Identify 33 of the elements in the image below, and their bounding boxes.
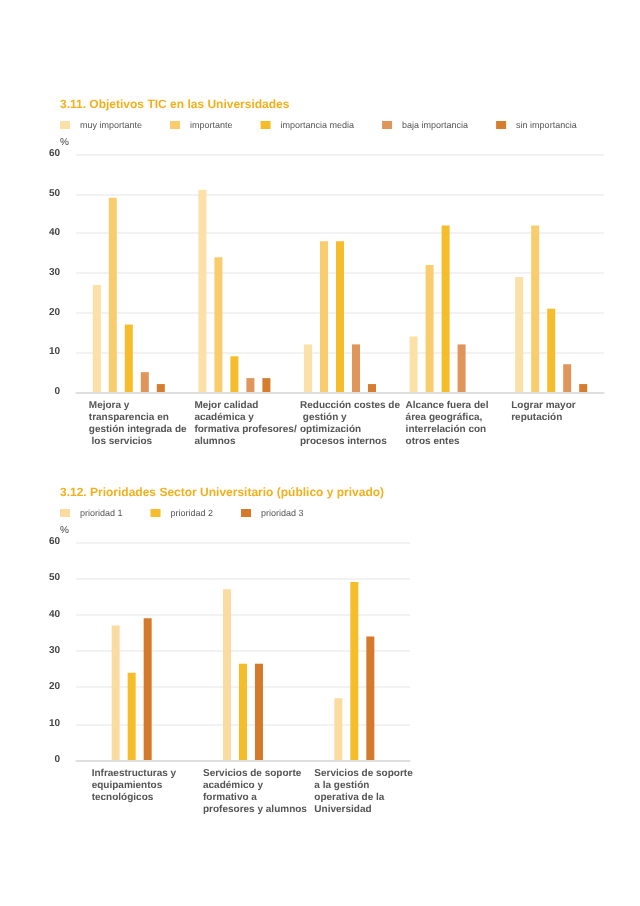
bar xyxy=(255,663,263,760)
bar xyxy=(366,636,375,760)
bar xyxy=(108,197,117,392)
bar xyxy=(143,618,152,760)
bar xyxy=(230,356,239,392)
bar xyxy=(214,257,223,392)
bar xyxy=(223,589,231,760)
bar xyxy=(579,384,588,392)
bar xyxy=(198,189,207,392)
bar xyxy=(92,284,101,392)
bar xyxy=(156,384,165,392)
bar xyxy=(425,265,434,392)
bar xyxy=(336,241,344,392)
bar xyxy=(127,672,136,760)
bar xyxy=(334,698,343,760)
bar xyxy=(563,364,572,392)
bar xyxy=(320,241,328,392)
bar xyxy=(368,384,376,392)
bar xyxy=(111,625,120,760)
bar xyxy=(239,663,247,760)
bar xyxy=(409,336,418,392)
bar xyxy=(304,344,312,392)
bar xyxy=(350,581,359,760)
bar xyxy=(352,344,360,392)
bar xyxy=(140,372,149,392)
bar xyxy=(547,308,556,392)
bar xyxy=(515,276,524,392)
bar xyxy=(441,225,450,392)
bar xyxy=(262,378,271,392)
bar xyxy=(246,378,255,392)
bar xyxy=(531,225,540,392)
bar xyxy=(124,324,133,392)
bar xyxy=(457,344,466,392)
